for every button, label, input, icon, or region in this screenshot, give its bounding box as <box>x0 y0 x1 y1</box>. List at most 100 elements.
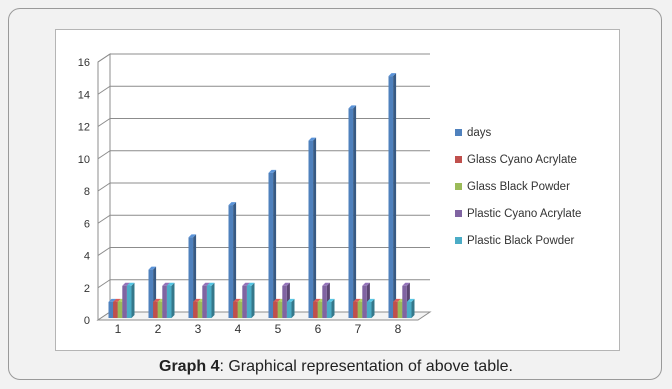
bar <box>113 301 118 318</box>
y-tick-label: 6 <box>84 218 90 230</box>
legend-swatch <box>455 210 462 217</box>
bar <box>313 301 318 318</box>
legend-label: Glass Cyano Acrylate <box>467 154 577 166</box>
bar-top <box>313 298 321 302</box>
y-tick-label: 14 <box>78 89 90 101</box>
y-tick-label: 8 <box>84 186 90 198</box>
bar-top <box>242 282 250 286</box>
bar-top <box>273 298 281 302</box>
bar-top <box>126 282 135 286</box>
bar-top <box>233 298 241 302</box>
bar-top <box>353 298 361 302</box>
bar <box>353 301 358 318</box>
bar-side <box>313 137 317 318</box>
bar <box>237 301 243 318</box>
y-tick-label: 2 <box>84 283 90 295</box>
bar-side <box>411 298 415 318</box>
bar <box>286 301 292 318</box>
x-tick-label: 6 <box>315 322 322 336</box>
gridline-side <box>97 182 111 192</box>
bar <box>193 301 198 318</box>
bar <box>202 285 207 318</box>
bar <box>282 285 287 318</box>
floor <box>96 311 432 321</box>
bar-top <box>393 298 401 302</box>
bar <box>388 76 394 318</box>
caption-text: : Graphical representation of above tabl… <box>219 358 513 375</box>
bar-top <box>286 298 295 302</box>
legend-swatch <box>455 156 462 163</box>
bar <box>157 301 163 318</box>
bar <box>362 285 367 318</box>
gridline-side <box>97 53 111 63</box>
bar <box>117 301 123 318</box>
bar <box>166 285 172 318</box>
gridline-side <box>97 118 111 127</box>
x-tick-label: 7 <box>355 322 362 336</box>
bar-side <box>171 282 175 318</box>
gridline-side <box>97 85 111 95</box>
bar-side <box>273 169 277 318</box>
bar-top <box>188 234 197 238</box>
x-tick-label: 5 <box>275 322 282 336</box>
bar <box>108 301 114 318</box>
bar <box>348 108 354 318</box>
bar <box>277 301 283 318</box>
x-tick-label: 3 <box>195 322 202 336</box>
bar <box>308 140 314 318</box>
bar-side <box>251 282 255 318</box>
bar <box>326 301 332 318</box>
bar-top <box>406 298 415 302</box>
x-tick-label: 1 <box>115 322 122 336</box>
bar-side <box>393 73 397 318</box>
bar <box>402 285 407 318</box>
bar-top <box>348 105 357 109</box>
legend-label: Plastic Cyano Acrylate <box>467 208 581 220</box>
bar-side <box>193 234 197 318</box>
bar-top <box>322 282 330 286</box>
bar <box>206 285 212 318</box>
bar-top <box>308 137 317 141</box>
bar-top <box>113 298 121 302</box>
gridline-side <box>97 214 111 224</box>
y-tick-label: 10 <box>78 154 90 166</box>
y-tick-label: 4 <box>84 251 90 263</box>
bar-top <box>122 282 130 286</box>
bar-top <box>202 282 210 286</box>
bar <box>122 285 127 318</box>
bar <box>246 285 252 318</box>
bar-top <box>402 282 410 286</box>
bar-top <box>148 266 157 270</box>
bar-top <box>282 282 290 286</box>
y-tick-label: 16 <box>78 57 90 69</box>
bar-top <box>193 298 201 302</box>
bar-side <box>331 298 335 318</box>
bar-top <box>153 298 161 302</box>
bar-side <box>371 298 375 318</box>
bar-top <box>366 298 375 302</box>
gridline-side <box>97 279 111 289</box>
bar <box>153 301 158 318</box>
legend-label: Plastic Black Powder <box>467 235 575 247</box>
bar-top <box>388 73 397 77</box>
x-tick-label: 8 <box>395 322 402 336</box>
bar-top <box>166 282 175 286</box>
bar-side <box>291 298 295 318</box>
legend-label: Glass Black Powder <box>467 181 570 193</box>
bar-side <box>211 282 215 318</box>
bar <box>273 301 278 318</box>
gridline-side <box>97 247 111 256</box>
bar-top <box>362 282 370 286</box>
x-tick-label: 2 <box>155 322 162 336</box>
bar <box>188 237 194 318</box>
bar-top <box>206 282 215 286</box>
bar-side <box>233 202 237 318</box>
legend-swatch <box>455 129 462 136</box>
bar-top <box>108 298 117 302</box>
bar <box>228 205 234 318</box>
bar-side <box>131 282 135 318</box>
gridline-side <box>97 150 111 160</box>
bar-top <box>268 169 277 173</box>
bar <box>197 301 203 318</box>
